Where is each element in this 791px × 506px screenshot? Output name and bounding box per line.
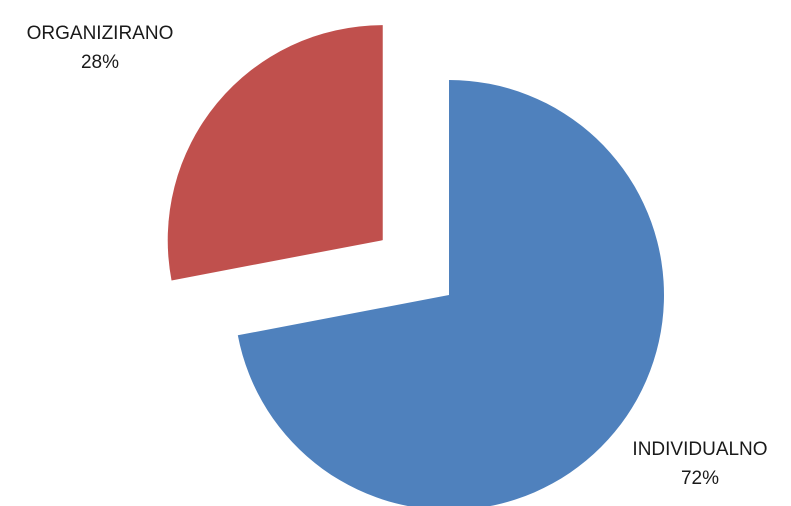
category-label-organizirano: ORGANIZIRANO <box>26 23 174 44</box>
data-label-individualno: INDIVIDUALNO 72% <box>600 435 791 493</box>
percent-label-organizirano: 28% <box>80 52 120 73</box>
category-label-individualno: INDIVIDUALNO <box>632 439 768 460</box>
pie-slice-individualno <box>237 80 664 506</box>
data-label-organizirano: ORGANIZIRANO 28% <box>0 19 200 77</box>
percent-label-individualno: 72% <box>680 468 720 489</box>
pie-slice-organizirano <box>167 25 383 281</box>
